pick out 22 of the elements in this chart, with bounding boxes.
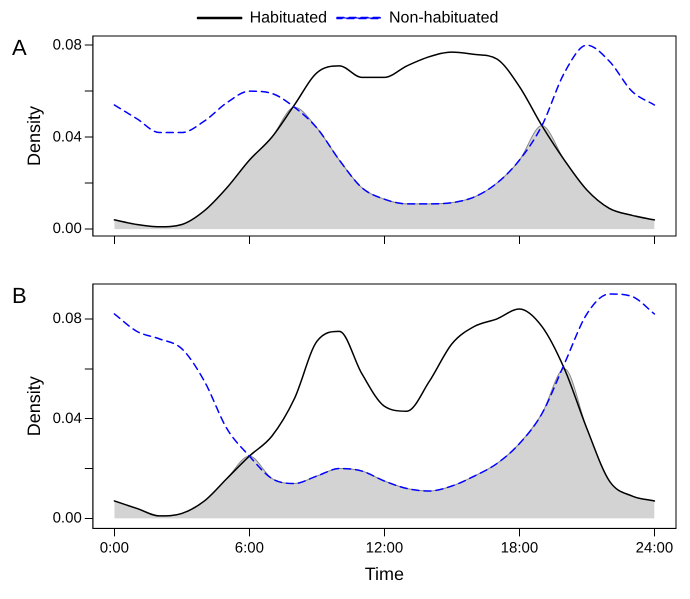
x-tick-label: 6:00 bbox=[234, 540, 264, 557]
line-series bbox=[114, 44, 656, 205]
y-tick-label: 0.04 bbox=[52, 410, 82, 427]
y-tick-label: 0.08 bbox=[52, 36, 82, 54]
y-axis-title: Density bbox=[24, 106, 44, 166]
y-tick-label: 0.00 bbox=[52, 220, 82, 238]
line-series bbox=[114, 308, 656, 517]
line-series bbox=[114, 51, 656, 228]
legend-label: Non-habituated bbox=[388, 9, 498, 26]
x-tick-label: 12:00 bbox=[366, 540, 404, 557]
x-tick-label: 24:00 bbox=[636, 540, 674, 557]
y-tick-label: 0.08 bbox=[52, 310, 82, 328]
y-tick-label: 0.04 bbox=[52, 128, 82, 146]
chart-title: B bbox=[12, 283, 27, 308]
y-tick-label: 0.00 bbox=[52, 510, 82, 527]
x-tick-label: 18:00 bbox=[500, 540, 538, 557]
x-tick-label: 0:00 bbox=[100, 540, 129, 557]
y-axis-title: Density bbox=[24, 376, 44, 436]
line-series bbox=[114, 293, 656, 492]
legend-label: Habituated bbox=[250, 9, 327, 26]
chart-title: A bbox=[12, 35, 27, 60]
x-axis-title: Time bbox=[364, 564, 404, 584]
